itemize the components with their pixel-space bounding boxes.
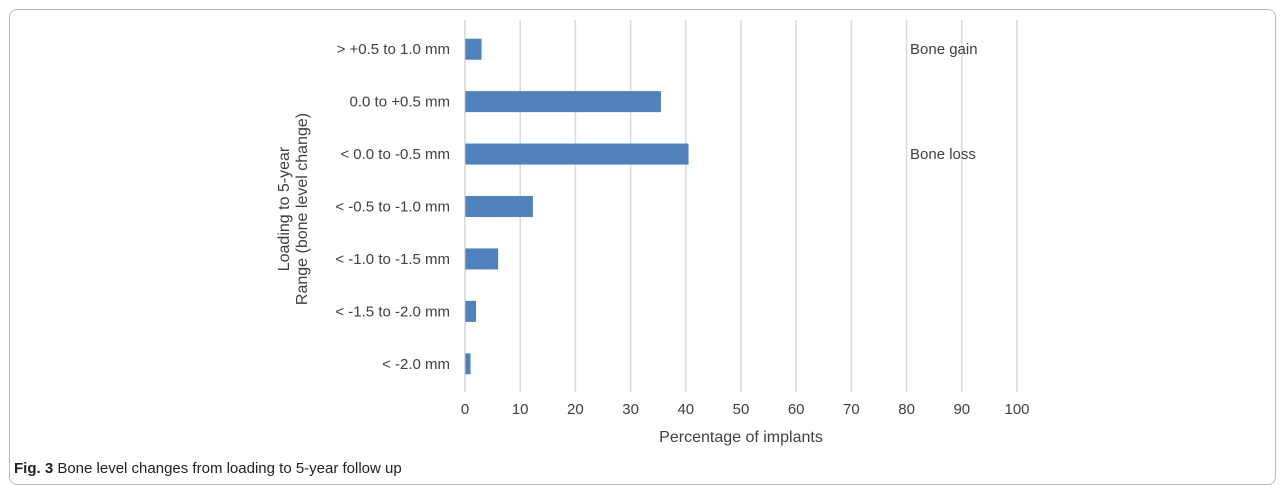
annotation-label: Bone loss bbox=[910, 146, 976, 163]
y-axis-label-line-2: Loading to 5-year bbox=[276, 146, 293, 271]
bar bbox=[465, 196, 533, 217]
x-tick-label: 40 bbox=[677, 401, 694, 418]
bars bbox=[465, 38, 689, 375]
x-tick-label: 0 bbox=[461, 401, 469, 418]
bar bbox=[465, 300, 477, 322]
bar bbox=[465, 91, 661, 113]
x-tick-label: 10 bbox=[512, 401, 529, 418]
x-tick-label: 30 bbox=[622, 401, 639, 418]
bar-chart: > +0.5 to 1.0 mm 0.0 to +0.5 mm < 0.0 to -… bbox=[276, 20, 1030, 446]
bar bbox=[465, 353, 471, 375]
figure-frame bbox=[9, 9, 1276, 485]
x-tick-label: 70 bbox=[843, 401, 860, 418]
y-axis-label-line-1: Range (bone level change) bbox=[294, 113, 311, 305]
x-tick-label: 80 bbox=[898, 401, 915, 418]
bar bbox=[465, 248, 499, 270]
bar bbox=[465, 38, 482, 60]
annotations: Bone gain Bone loss bbox=[910, 41, 978, 163]
category-label: < -1.0 to -1.5 mm bbox=[335, 251, 450, 268]
category-label: < -2.0 mm bbox=[382, 356, 450, 373]
x-tick-label: 100 bbox=[1004, 401, 1029, 418]
caption-label: Fig. 3 bbox=[14, 460, 54, 477]
figure-caption: Fig. 3 Bone level changes from loading t… bbox=[14, 460, 402, 477]
category-label: > +0.5 to 1.0 mm bbox=[337, 41, 450, 58]
category-label: < 0.0 to -0.5 mm bbox=[340, 146, 450, 163]
x-tick-label: 90 bbox=[953, 401, 970, 418]
bar bbox=[465, 143, 689, 165]
category-label: < -0.5 to -1.0 mm bbox=[335, 199, 450, 216]
x-tick-labels: 0 10 20 30 40 50 60 70 80 90 100 bbox=[461, 401, 1030, 418]
caption-text: Bone level changes from loading to 5-yea… bbox=[53, 460, 402, 477]
x-axis-label: Percentage of implants bbox=[659, 429, 823, 446]
x-tick-label: 50 bbox=[733, 401, 750, 418]
category-labels: > +0.5 to 1.0 mm 0.0 to +0.5 mm < 0.0 to -… bbox=[335, 41, 450, 373]
gridlines bbox=[519, 20, 1018, 392]
x-tick-label: 60 bbox=[788, 401, 805, 418]
x-tick-label: 20 bbox=[567, 401, 584, 418]
annotation-label: Bone gain bbox=[910, 41, 978, 58]
category-label: 0.0 to +0.5 mm bbox=[350, 94, 450, 111]
category-label: < -1.5 to -2.0 mm bbox=[335, 303, 450, 320]
